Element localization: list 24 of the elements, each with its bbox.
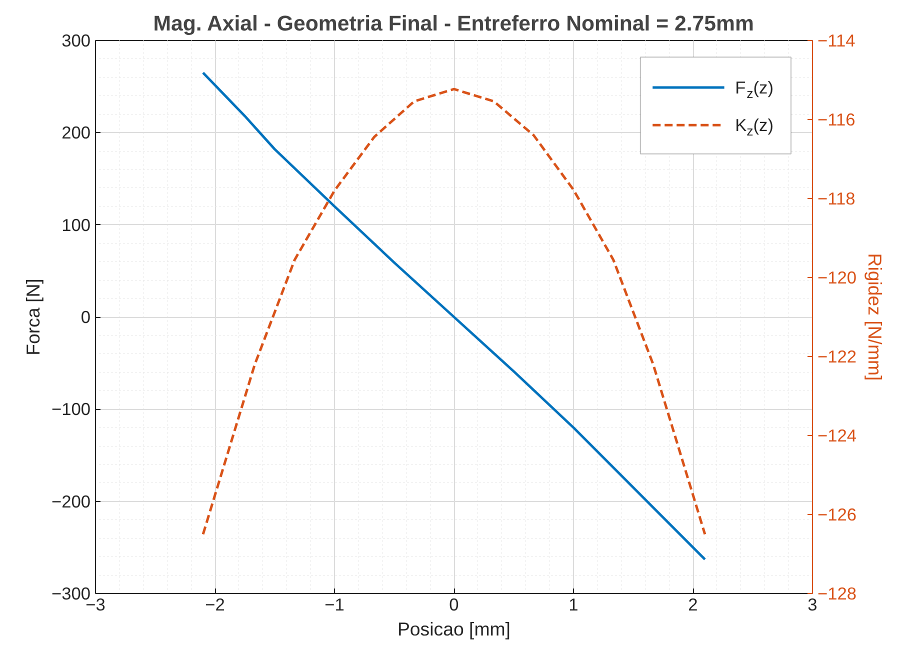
y2-tick-label: −114	[818, 30, 856, 50]
y2-tick-label: −126	[818, 504, 857, 524]
y2-tick-label: −122	[818, 346, 857, 366]
y-tick-label: 300	[62, 30, 91, 50]
y2-axis-title: Rigidez [N/mm]	[864, 253, 886, 381]
y2-tick-label: −120	[818, 268, 857, 288]
y-tick-label: 200	[62, 122, 91, 143]
x-tick-label: 2	[688, 594, 698, 614]
x-tick-label: −1	[324, 594, 344, 614]
x-tick-label: −2	[205, 594, 225, 614]
y-axis-title: Forca [N]	[22, 278, 44, 356]
y2-tick-label: −118	[818, 188, 856, 208]
x-axis-title: Posicao [mm]	[398, 618, 511, 640]
x-tick-label: 3	[808, 594, 818, 614]
x-tick-label: 0	[449, 594, 459, 614]
y2-tick-label: −116	[818, 110, 856, 130]
y-tick-label: −100	[51, 399, 90, 420]
y2-tick-label: −128	[818, 584, 857, 604]
chart-title: Mag. Axial - Geometria Final - Entreferro Nominal = 2.75mm	[153, 12, 754, 36]
y-tick-label: 100	[62, 214, 91, 235]
y-tick-label: 0	[80, 307, 91, 327]
y2-tick-label: −124	[818, 426, 857, 446]
x-tick-label: 1	[568, 594, 578, 614]
y-tick-label: −200	[51, 491, 90, 512]
